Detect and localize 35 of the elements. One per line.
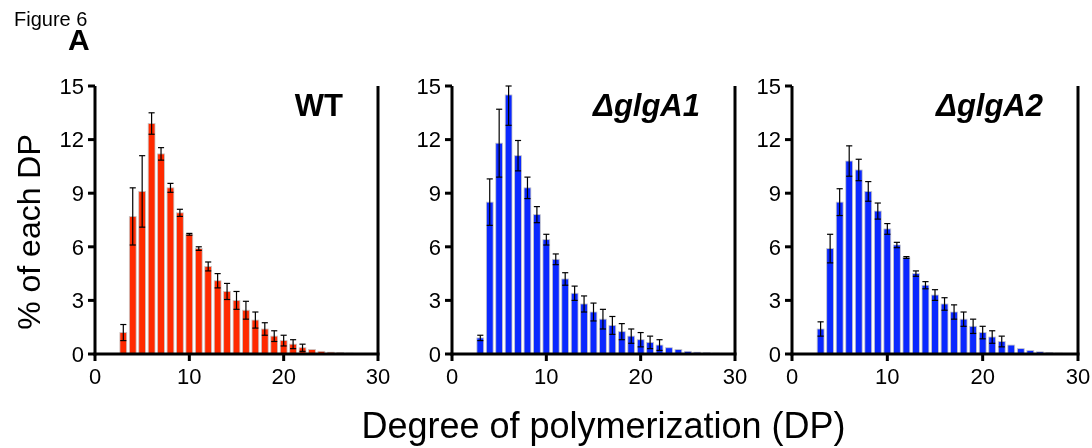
x-tick-label: 20 — [271, 364, 296, 389]
chart-title: ΔglgA1 — [592, 88, 700, 123]
y-tick-label: 12 — [756, 127, 781, 153]
y-tick-label: 9 — [428, 180, 441, 206]
y-tick-label: 12 — [59, 127, 84, 153]
x-tick-label: 30 — [1065, 364, 1091, 389]
y-tick-label: 0 — [71, 341, 84, 367]
x-tick-label: 30 — [722, 364, 748, 389]
x-tick-label: 10 — [875, 364, 900, 389]
x-axis-title: Degree of polymerization (DP) — [361, 405, 846, 446]
x-tick-label: 0 — [88, 364, 102, 389]
y-tick-label: 9 — [71, 180, 84, 206]
y-tick-label: 3 — [71, 288, 84, 314]
x-tick-label: 10 — [177, 364, 202, 389]
x-tick-label: 0 — [445, 364, 459, 389]
x-tick-label: 0 — [785, 364, 799, 389]
y-tick-label: 0 — [428, 341, 441, 367]
y-tick-label: 12 — [416, 127, 441, 153]
chart-title: WT — [294, 88, 344, 123]
y-tick-label: 6 — [428, 234, 441, 260]
chart-title: ΔglgA2 — [935, 88, 1043, 123]
x-tick-label: 30 — [365, 364, 391, 389]
y-tick-label: 3 — [428, 288, 441, 314]
x-tick-label: 20 — [628, 364, 653, 389]
y-tick-label: 6 — [768, 234, 781, 260]
y-tick-label: 9 — [768, 180, 781, 206]
x-tick-label: 10 — [534, 364, 559, 389]
y-tick-label: 15 — [416, 73, 441, 99]
y-tick-label: 15 — [59, 73, 84, 99]
x-tick-label: 20 — [970, 364, 995, 389]
y-tick-label: 0 — [768, 341, 781, 367]
y-tick-label: 15 — [756, 73, 781, 99]
y-axis-title: % of each DP — [11, 134, 47, 330]
y-tick-label: 6 — [71, 234, 84, 260]
y-tick-label: 3 — [768, 288, 781, 314]
